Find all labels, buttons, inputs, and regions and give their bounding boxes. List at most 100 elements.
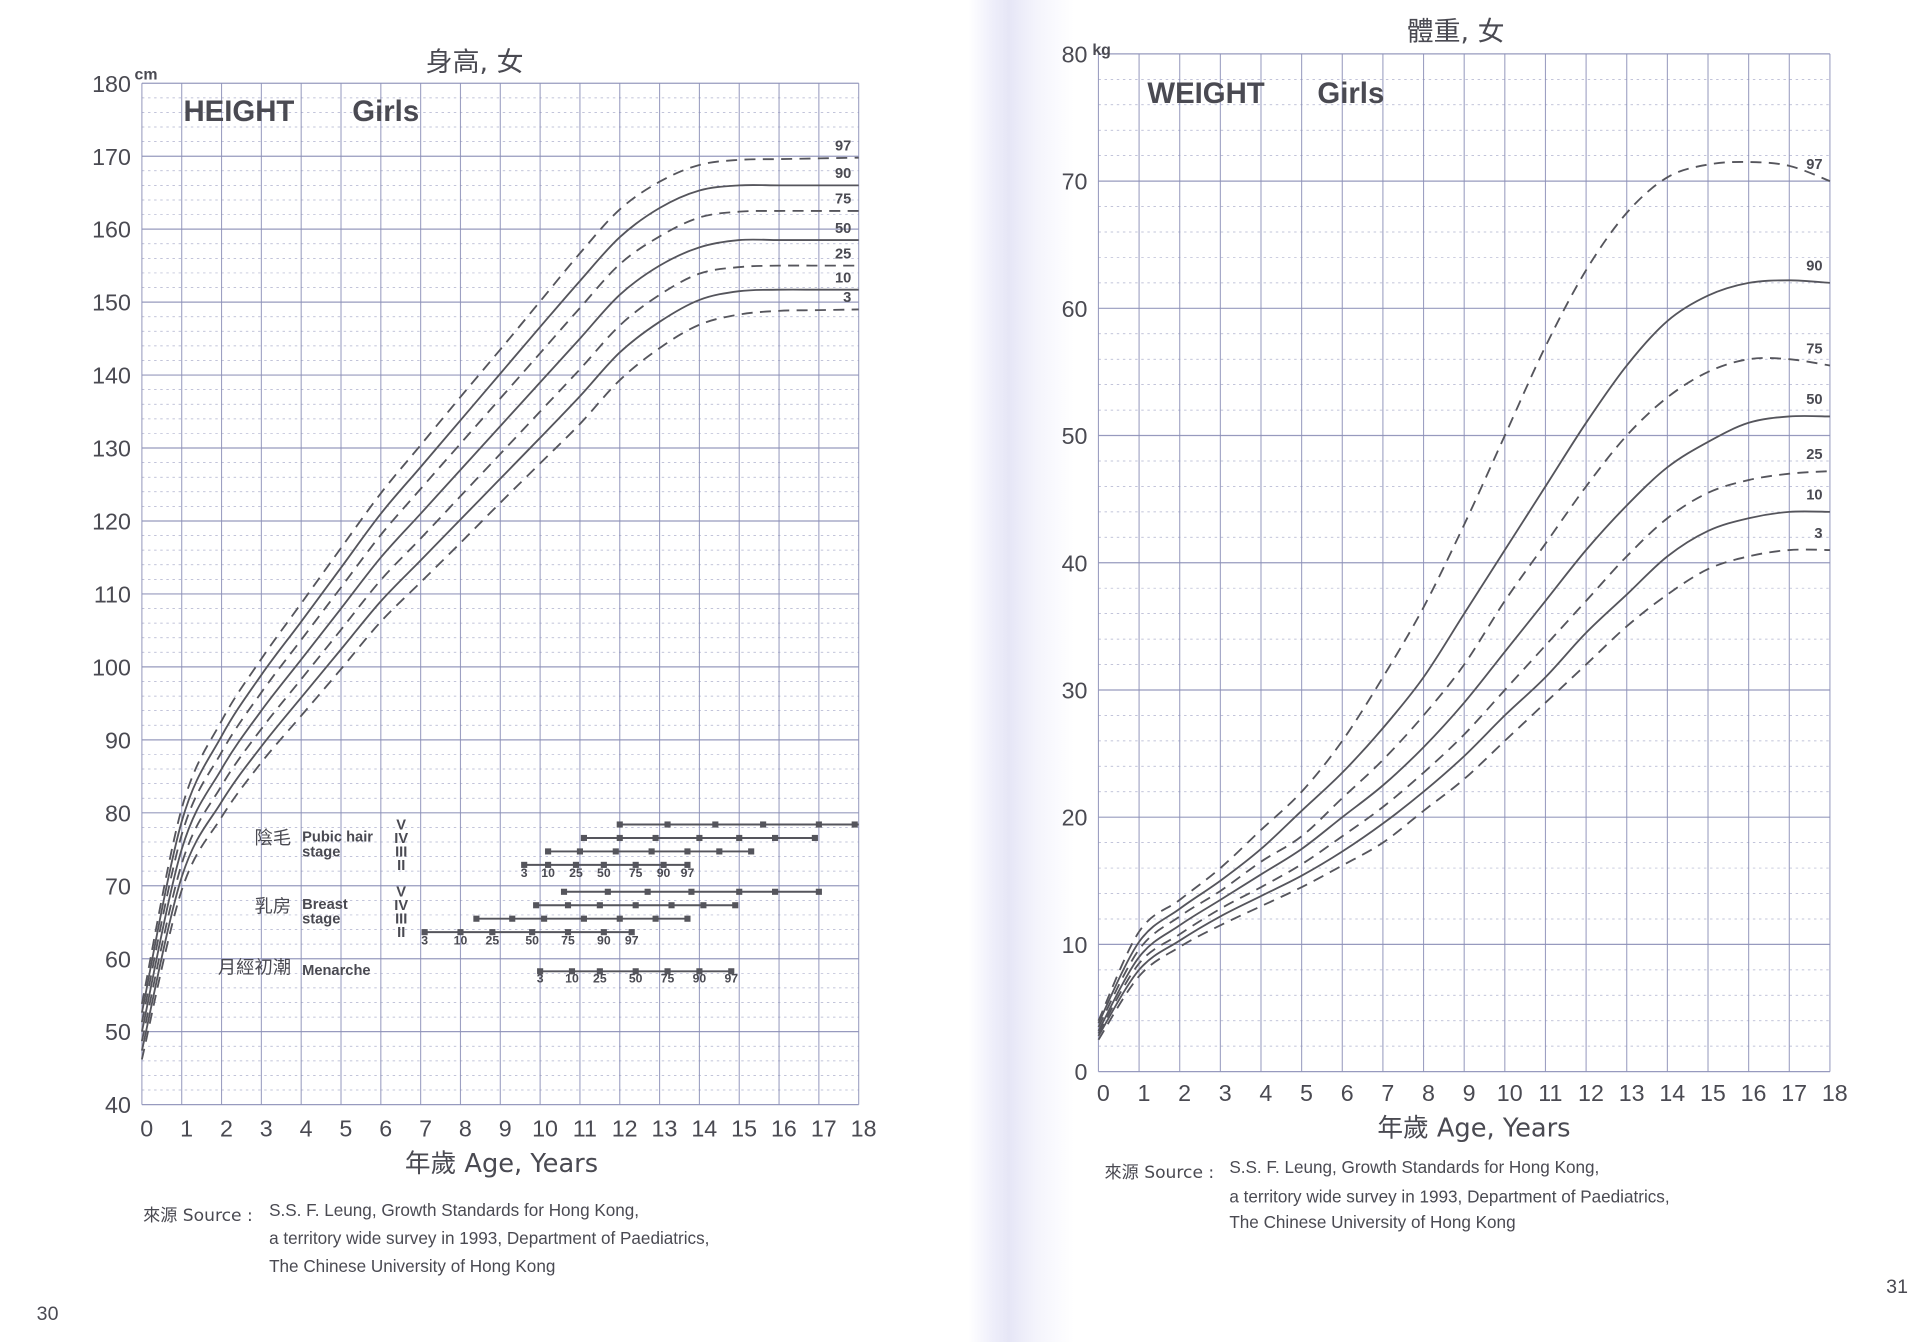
percentile-marker: [736, 888, 743, 895]
percentile-marker: [545, 848, 552, 855]
x-tick-label: 5: [339, 1115, 352, 1141]
percentile-label: 50: [835, 221, 851, 237]
y-tick-label: 100: [92, 654, 131, 680]
stage-label: III: [395, 912, 407, 928]
percentile-tick-label: 75: [629, 866, 643, 880]
weight-title: WEIGHT: [1147, 77, 1264, 110]
percentile-marker: [736, 834, 743, 842]
percentile-marker: [732, 902, 739, 909]
percentile-curve-p3: [140, 308, 859, 1060]
y-tick-label: 80: [1062, 41, 1088, 67]
percentile-marker: [572, 861, 580, 868]
percentile-marker: [712, 821, 719, 828]
percentile-curve-p10: [1097, 510, 1830, 1037]
percentile-marker: [564, 902, 572, 909]
y-tick-label: 90: [105, 727, 131, 753]
source-line: The Chinese University of Hong Kong: [269, 1257, 555, 1276]
page-number-left: 30: [37, 1303, 59, 1325]
x-tick-label: 15: [731, 1115, 757, 1141]
height-unit: cm: [135, 67, 158, 84]
x-tick-label: 10: [1497, 1080, 1523, 1106]
percentile-marker: [473, 915, 480, 922]
x-tick-label: 11: [1538, 1080, 1562, 1106]
percentile-tick-label: 3: [421, 933, 428, 947]
x-tick-label: 17: [811, 1115, 837, 1141]
percentile-label: 10: [835, 270, 851, 286]
percentile-marker: [772, 834, 779, 842]
height-title-cn: 身高, 女: [426, 47, 524, 78]
source-line: a territory wide survey in 1993, Departm…: [269, 1229, 709, 1248]
height-chart: 4050607080901001101201301401501601701800…: [92, 71, 876, 1142]
percentile-tick-label: 3: [521, 866, 528, 880]
y-tick-label: 180: [92, 71, 131, 97]
percentile-marker: [815, 821, 822, 828]
percentile-tick-label: 97: [724, 971, 738, 985]
percentile-marker: [616, 821, 623, 828]
percentile-tick-label: 90: [657, 866, 671, 880]
percentile-label: 97: [1806, 157, 1822, 173]
percentile-marker: [696, 834, 703, 842]
percentile-marker: [772, 888, 779, 895]
source-line: a territory wide survey in 1993, Departm…: [1229, 1187, 1669, 1206]
percentile-tick-label: 25: [569, 866, 583, 880]
percentile-marker: [688, 888, 695, 895]
percentile-marker: [660, 861, 667, 868]
percentile-marker: [815, 888, 822, 895]
page-number-right: 31: [1886, 1276, 1908, 1298]
percentile-marker: [760, 821, 767, 828]
group-label-cn: 月經初潮: [218, 958, 291, 979]
x-tick-label: 7: [1381, 1080, 1394, 1106]
x-tick-label: 15: [1700, 1080, 1726, 1106]
percentile-tick-label: 10: [541, 866, 555, 880]
y-tick-label: 60: [105, 946, 131, 972]
group-label: stage: [302, 912, 340, 928]
percentile-marker: [684, 861, 691, 868]
percentile-marker: [644, 888, 651, 895]
x-tick-label: 12: [1578, 1080, 1604, 1106]
y-tick-label: 50: [105, 1019, 131, 1045]
stage-label: IV: [394, 898, 408, 914]
y-tick-label: 150: [92, 290, 131, 316]
height-xlabel: 年歲 Age, Years: [405, 1149, 598, 1179]
x-tick-label: 1: [1138, 1080, 1151, 1106]
percentile-label: 10: [1806, 488, 1822, 504]
percentile-marker: [560, 888, 568, 895]
x-tick-label: 10: [532, 1115, 558, 1141]
percentile-tick-label: 50: [525, 933, 539, 947]
x-tick-label: 11: [573, 1115, 597, 1141]
group-label: stage: [302, 844, 340, 860]
percentile-tick-label: 97: [681, 866, 695, 880]
y-tick-label: 20: [1062, 805, 1088, 831]
percentile-marker: [537, 968, 544, 975]
percentile-marker: [509, 915, 516, 922]
percentile-label: 25: [835, 246, 851, 262]
source-line: The Chinese University of Hong Kong: [1229, 1213, 1515, 1232]
percentile-curve-p90: [140, 184, 859, 1013]
percentile-marker: [716, 848, 723, 855]
x-tick-label: 14: [691, 1115, 717, 1141]
percentile-marker: [811, 834, 818, 842]
weight-unit: kg: [1092, 42, 1111, 59]
group-label-cn: 乳房: [254, 897, 291, 918]
percentile-curve-p3: [1097, 548, 1830, 1041]
percentile-marker: [616, 915, 623, 922]
percentile-tick-label: 97: [625, 933, 639, 947]
x-tick-label: 9: [499, 1115, 512, 1141]
percentile-label: 75: [1806, 341, 1822, 357]
percentile-curve-p75: [1097, 357, 1831, 1028]
y-tick-label: 50: [1062, 423, 1088, 449]
y-tick-label: 80: [105, 800, 131, 826]
x-tick-label: 1: [180, 1115, 193, 1141]
percentile-tick-label: 3: [537, 971, 544, 985]
y-tick-label: 110: [94, 582, 131, 608]
source-right: 來源 Source : S.S. F. Leung, Growth Standa…: [1105, 1158, 1670, 1232]
percentile-marker: [700, 902, 707, 909]
weight-subtitle: Girls: [1317, 77, 1384, 110]
percentile-curve-p10: [140, 288, 859, 1051]
percentile-marker: [489, 929, 496, 936]
y-tick-label: 120: [92, 509, 131, 535]
percentile-marker: [580, 834, 587, 842]
percentile-curve-p50: [1097, 415, 1830, 1032]
percentile-marker: [533, 902, 540, 909]
